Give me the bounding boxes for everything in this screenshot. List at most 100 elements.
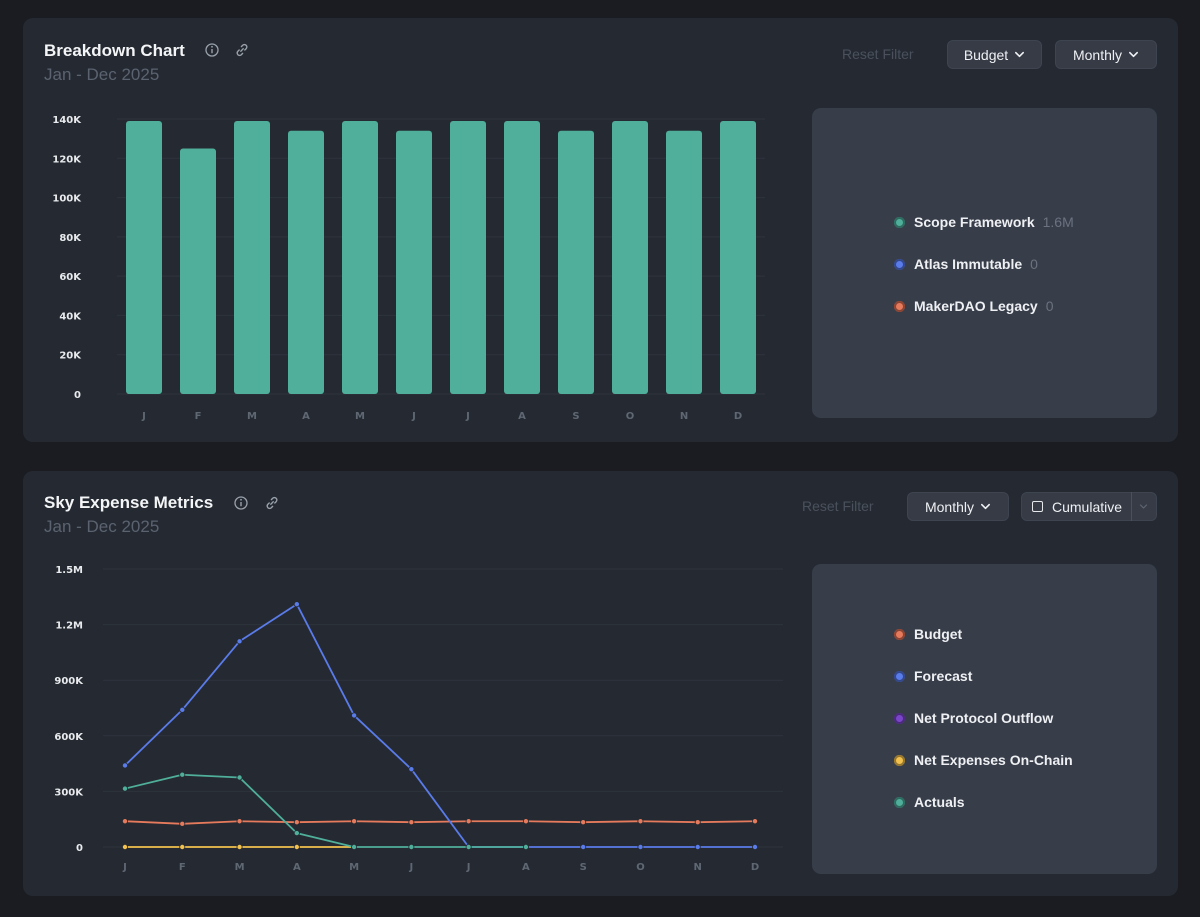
legend-label: Scope Framework xyxy=(914,214,1035,230)
x-tick-label: N xyxy=(694,862,702,873)
breakdown-bar-chart: 0 20K 40K 60K 80K 100K 120K 140K J F M A M J J A S O N D xyxy=(52,115,765,422)
expense-metrics-card: Sky Expense Metrics Jan - Dec 2025 Reset… xyxy=(23,471,1178,896)
monthly-dropdown[interactable]: Monthly xyxy=(907,492,1009,521)
data-point-net-expenses-on-chain xyxy=(236,843,243,850)
x-tick-label: A xyxy=(302,411,310,422)
breakdown-legend: Scope Framework 1.6M Atlas Immutable 0 M… xyxy=(812,108,1157,418)
bar xyxy=(126,120,162,394)
x-tick-label: J xyxy=(122,862,127,873)
y-tick-label: 80K xyxy=(59,233,82,244)
cumulative-options-button[interactable] xyxy=(1132,502,1154,511)
expense-line-chart: 0 300K 600K 900K 1.2M 1.5M J F M A M J J A S O N D xyxy=(54,565,783,873)
legend-dot xyxy=(894,258,905,270)
reset-filter-button[interactable]: Reset Filter xyxy=(802,498,874,514)
breakdown-title: Breakdown Chart xyxy=(44,41,185,60)
legend-dot xyxy=(894,300,905,312)
x-tick-label: J xyxy=(411,411,416,422)
data-point-forecast xyxy=(179,706,186,713)
split-divider xyxy=(1131,492,1133,521)
cumulative-toggle[interactable]: Cumulative xyxy=(1021,492,1157,521)
data-point-forecast xyxy=(236,638,243,645)
data-point-actuals xyxy=(465,843,472,850)
link-icon[interactable] xyxy=(264,495,280,511)
legend-item-budget[interactable]: Budget xyxy=(894,626,962,642)
y-tick-label: 60K xyxy=(59,272,82,283)
data-point-net-expenses-on-chain xyxy=(293,843,300,850)
data-point-actuals xyxy=(408,843,415,850)
legend-dot xyxy=(894,796,905,808)
info-icon[interactable] xyxy=(204,42,220,58)
legend-item-net-protocol-outflow[interactable]: Net Protocol Outflow xyxy=(894,710,1053,726)
y-tick-label: 1.2M xyxy=(55,621,83,632)
budget-dropdown[interactable]: Budget xyxy=(947,40,1042,69)
data-point-actuals xyxy=(522,843,529,850)
chevron-down-icon xyxy=(1139,504,1147,509)
legend-dot xyxy=(894,712,905,724)
data-point-forecast xyxy=(293,601,300,608)
data-point-forecast xyxy=(122,762,129,769)
legend-item-net-expenses-on-chain[interactable]: Net Expenses On-Chain xyxy=(894,752,1073,768)
legend-label: Net Protocol Outflow xyxy=(914,710,1054,726)
legend-value: 0 xyxy=(1030,256,1038,272)
x-tick-label: M xyxy=(235,862,245,873)
x-tick-label: J xyxy=(141,411,146,422)
x-tick-label: O xyxy=(636,862,645,873)
data-point-budget xyxy=(179,820,186,827)
breakdown-subtitle: Jan - Dec 2025 xyxy=(44,65,160,84)
bar xyxy=(720,120,756,394)
legend-dot xyxy=(894,670,905,682)
legend-item-scope-framework[interactable]: Scope Framework 1.6M xyxy=(894,214,1074,230)
legend-item-actuals[interactable]: Actuals xyxy=(894,794,965,810)
legend-label: Atlas Immutable xyxy=(914,256,1023,272)
x-tick-label: J xyxy=(408,862,413,873)
data-point-forecast xyxy=(694,843,701,850)
x-tick-label: D xyxy=(734,411,742,422)
link-icon[interactable] xyxy=(234,42,250,58)
bar xyxy=(342,120,378,394)
x-tick-label: M xyxy=(355,411,365,422)
x-tick-label: A xyxy=(518,411,526,422)
x-tick-label: S xyxy=(580,862,587,873)
x-tick-label: J xyxy=(466,862,471,873)
data-point-forecast xyxy=(408,766,415,773)
monthly-dropdown-label: Monthly xyxy=(924,498,975,515)
x-tick-label: N xyxy=(680,411,688,422)
bar xyxy=(666,130,702,394)
monthly-dropdown[interactable]: Monthly xyxy=(1055,40,1157,69)
legend-value: 0 xyxy=(1045,298,1054,314)
metrics-subtitle: Jan - Dec 2025 xyxy=(44,517,160,536)
y-tick-label: 600K xyxy=(54,732,84,743)
legend-item-atlas-immutable[interactable]: Atlas Immutable 0 xyxy=(894,256,1038,272)
bar xyxy=(504,120,540,394)
bar xyxy=(450,120,486,394)
reset-filter-button[interactable]: Reset Filter xyxy=(842,46,914,62)
cumulative-label: Cumulative xyxy=(1052,498,1123,515)
y-tick-label: 140K xyxy=(52,115,82,126)
cumulative-checkbox[interactable] xyxy=(1032,501,1043,512)
legend-item-makerdao-legacy[interactable]: MakerDAO Legacy 0 xyxy=(894,298,1054,314)
data-point-actuals xyxy=(293,830,300,837)
x-tick-label: F xyxy=(195,411,202,422)
data-point-forecast xyxy=(752,843,759,850)
x-tick-label: J xyxy=(465,411,470,422)
data-point-forecast xyxy=(637,843,644,850)
series-line-actuals xyxy=(124,773,526,848)
data-point-budget xyxy=(752,818,759,825)
legend-item-forecast[interactable]: Forecast xyxy=(894,668,972,684)
budget-dropdown-label: Budget xyxy=(963,46,1009,63)
breakdown-chart-card: Breakdown Chart Jan - Dec 2025 Reset Fil… xyxy=(23,18,1178,442)
data-point-budget xyxy=(293,819,300,826)
data-point-actuals xyxy=(179,771,186,778)
legend-label: Budget xyxy=(914,626,963,642)
data-point-budget xyxy=(637,818,644,825)
legend-label: Forecast xyxy=(914,668,973,684)
series-line-forecast xyxy=(124,603,755,848)
x-tick-label: M xyxy=(247,411,257,422)
legend-value: 1.6M xyxy=(1042,214,1074,230)
chevron-down-icon xyxy=(1129,51,1139,58)
y-tick-label: 900K xyxy=(54,676,84,687)
info-icon[interactable] xyxy=(233,495,249,511)
y-tick-label: 100K xyxy=(52,194,82,205)
x-tick-label: A xyxy=(522,862,530,873)
legend-label: MakerDAO Legacy xyxy=(914,298,1038,314)
